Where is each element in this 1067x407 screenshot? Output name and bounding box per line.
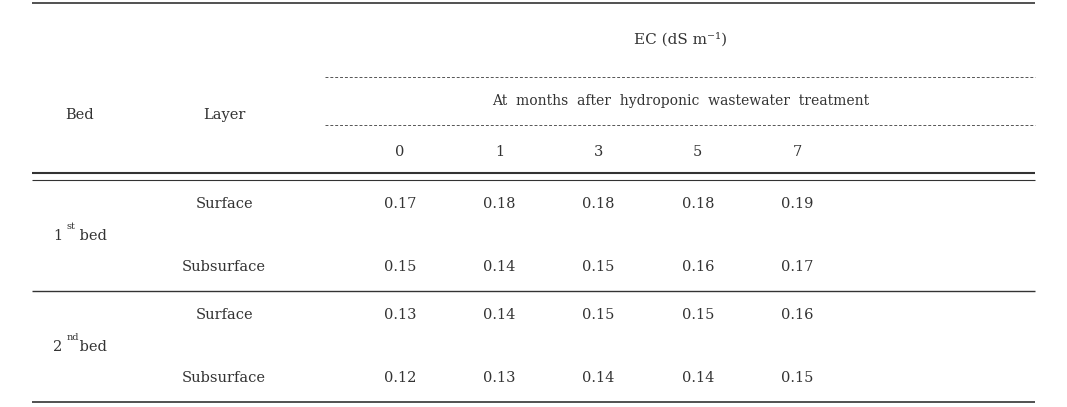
Text: Subsurface: Subsurface: [182, 260, 266, 274]
Text: 1: 1: [53, 229, 63, 243]
Text: 0.17: 0.17: [384, 197, 416, 211]
Text: 0.12: 0.12: [384, 371, 416, 385]
Text: EC (dS m⁻¹): EC (dS m⁻¹): [634, 33, 727, 47]
Text: 0.14: 0.14: [483, 260, 515, 274]
Text: Bed: Bed: [66, 107, 94, 122]
Text: 0.14: 0.14: [583, 371, 615, 385]
Text: Subsurface: Subsurface: [182, 371, 266, 385]
Text: 0.16: 0.16: [781, 309, 813, 322]
Text: 0.13: 0.13: [384, 309, 416, 322]
Text: 0.16: 0.16: [682, 260, 714, 274]
Text: 0.17: 0.17: [781, 260, 813, 274]
Text: 5: 5: [694, 144, 702, 159]
Text: 0.13: 0.13: [483, 371, 515, 385]
Text: 0.14: 0.14: [682, 371, 714, 385]
Text: 0.18: 0.18: [682, 197, 714, 211]
Text: bed: bed: [75, 229, 107, 243]
Text: 0.15: 0.15: [384, 260, 416, 274]
Text: 0.14: 0.14: [483, 309, 515, 322]
Text: Layer: Layer: [203, 107, 245, 122]
Text: 2: 2: [53, 340, 63, 354]
Text: 0.18: 0.18: [583, 197, 615, 211]
Text: bed: bed: [75, 340, 107, 354]
Text: Surface: Surface: [195, 309, 253, 322]
Text: At  months  after  hydroponic  wastewater  treatment: At months after hydroponic wastewater tr…: [492, 94, 869, 107]
Text: 7: 7: [793, 144, 801, 159]
Text: 0.15: 0.15: [781, 371, 813, 385]
Text: st: st: [66, 222, 75, 231]
Text: 0.15: 0.15: [682, 309, 714, 322]
Text: 0.19: 0.19: [781, 197, 813, 211]
Text: 0.18: 0.18: [483, 197, 515, 211]
Text: nd: nd: [66, 333, 79, 342]
Text: 0.15: 0.15: [583, 309, 615, 322]
Text: 0.15: 0.15: [583, 260, 615, 274]
Text: 0: 0: [396, 144, 404, 159]
Text: 1: 1: [495, 144, 504, 159]
Text: Surface: Surface: [195, 197, 253, 211]
Text: 3: 3: [594, 144, 603, 159]
